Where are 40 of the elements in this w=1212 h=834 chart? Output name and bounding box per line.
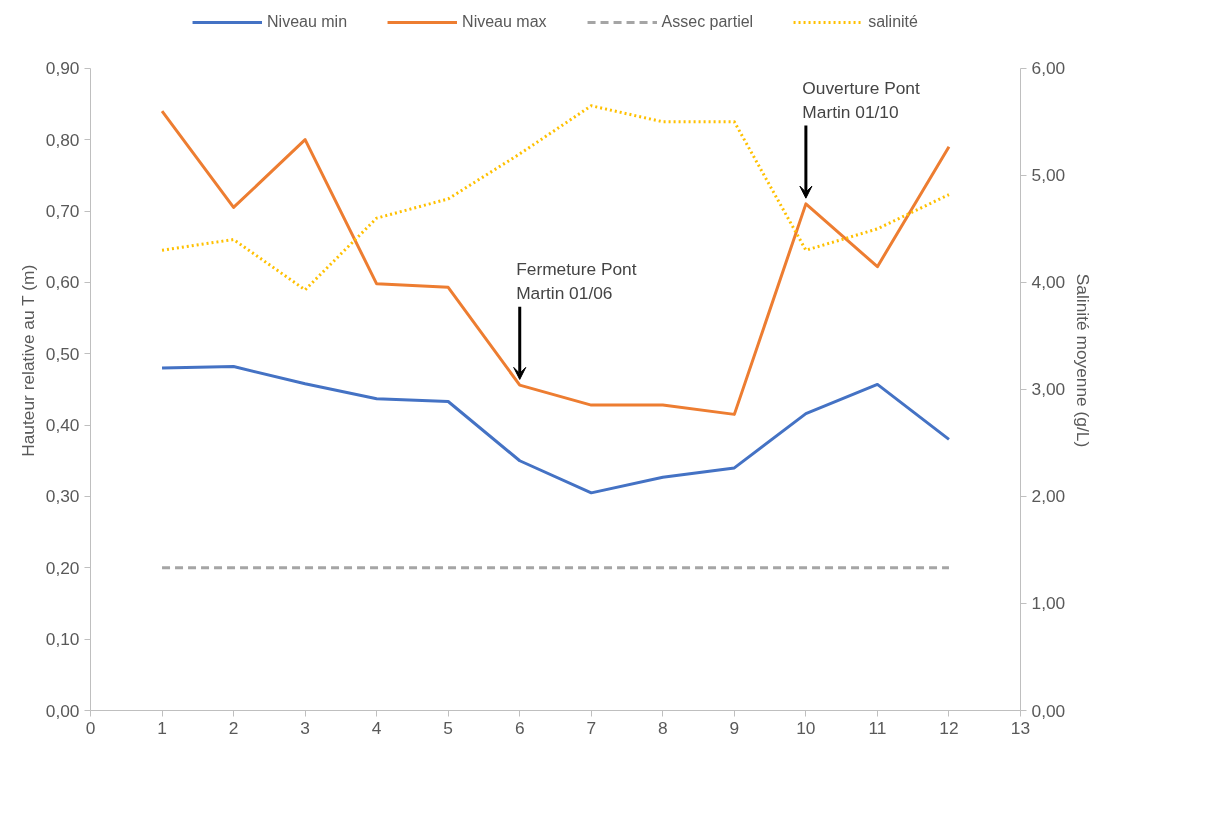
y-tick-label: 0,00 (45, 700, 80, 721)
y-tick-label: 0,70 (45, 201, 80, 222)
annotation: Fermeture Pont Martin 01/06 (516, 259, 637, 304)
legend-label: Niveau min (267, 13, 348, 31)
x-tick-label: 0 (85, 717, 96, 738)
y2-tick-label: 5,00 (1031, 165, 1066, 186)
x-tick-label: 3 (300, 717, 310, 738)
y-tick-label: 0,40 (45, 415, 80, 436)
y2-tick-label: 2,00 (1031, 486, 1066, 507)
y-tick-label: 0,80 (45, 129, 80, 150)
x-tick-label: 7 (586, 717, 597, 738)
x-tick-label: 9 (729, 717, 740, 738)
y-tick-label: 0,20 (45, 557, 80, 578)
x-tick-label: 1 (157, 717, 167, 738)
y2-tick-label: 4,00 (1031, 272, 1066, 293)
x-tick-label: 10 (796, 717, 816, 738)
y2-axis-title: Salinité moyenne (g/L) (1073, 273, 1094, 448)
y2-tick-label: 0,00 (1031, 700, 1066, 721)
x-tick-label: 6 (514, 717, 525, 738)
legend-label: Assec partiel (661, 13, 754, 31)
y2-tick-label: 3,00 (1031, 379, 1066, 400)
x-tick-label: 13 (1010, 717, 1031, 738)
y-tick-label: 0,60 (45, 272, 80, 293)
legend-label: salinité (868, 13, 918, 31)
y-tick-label: 0,50 (45, 343, 80, 364)
y-axis-title: Hauteur relative au T (m) (17, 264, 38, 457)
y2-tick-label: 1,00 (1031, 593, 1066, 614)
y-tick-label: 0,90 (45, 58, 80, 79)
x-tick-label: 5 (443, 717, 454, 738)
x-tick-label: 4 (371, 717, 382, 738)
x-tick-label: 12 (939, 717, 959, 738)
x-tick-label: 8 (657, 717, 668, 738)
annotation: Ouverture Pont Martin 01/10 (802, 77, 920, 122)
legend-label: Niveau max (462, 13, 547, 31)
y-tick-label: 0,10 (45, 629, 80, 650)
y2-tick-label: 6,00 (1031, 58, 1066, 79)
x-tick-label: 11 (868, 717, 887, 738)
y-tick-label: 0,30 (45, 486, 80, 507)
line-series (160, 365, 951, 495)
x-tick-label: 2 (228, 717, 239, 738)
